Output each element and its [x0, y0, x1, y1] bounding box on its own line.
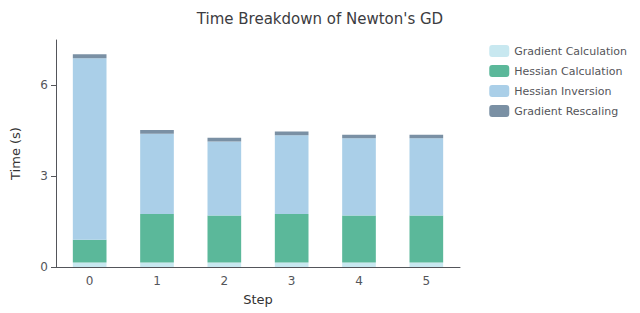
svg-text:6: 6: [40, 78, 48, 92]
svg-text:1: 1: [153, 274, 161, 288]
svg-text:Time (s): Time (s): [8, 127, 23, 181]
svg-text:0: 0: [86, 274, 94, 288]
svg-text:Step: Step: [243, 292, 273, 307]
svg-text:3: 3: [288, 274, 296, 288]
svg-text:4: 4: [355, 274, 363, 288]
svg-text:3: 3: [40, 169, 48, 183]
svg-text:Gradient Rescaling: Gradient Rescaling: [514, 105, 618, 118]
svg-text:Gradient Calculation: Gradient Calculation: [514, 45, 627, 58]
svg-text:Time Breakdown of Newton's GD: Time Breakdown of Newton's GD: [196, 10, 443, 28]
svg-text:2: 2: [221, 274, 229, 288]
svg-text:5: 5: [423, 274, 431, 288]
svg-text:Hessian Calculation: Hessian Calculation: [514, 65, 622, 78]
svg-text:Hessian Inversion: Hessian Inversion: [514, 85, 611, 98]
svg-text:0: 0: [40, 260, 48, 274]
